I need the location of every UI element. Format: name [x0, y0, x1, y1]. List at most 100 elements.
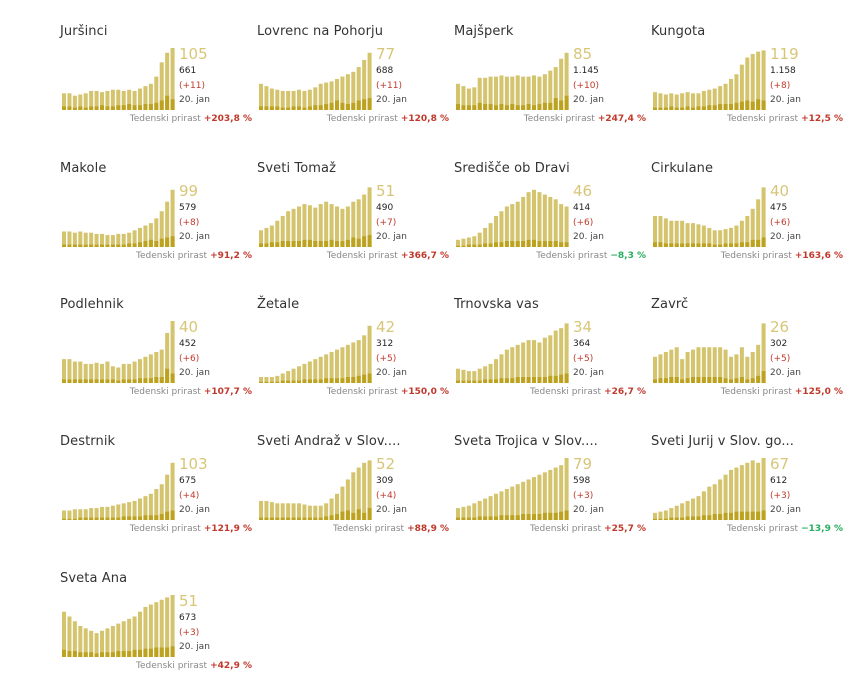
bar-weekly [259, 500, 264, 520]
bar-daily [553, 241, 558, 247]
bar-weekly [691, 223, 696, 247]
bar-daily [669, 377, 674, 383]
current-value: 40 [770, 182, 790, 200]
bar-daily [280, 107, 285, 110]
bar-weekly [504, 76, 509, 110]
bar-weekly [729, 469, 734, 520]
bar-daily [729, 243, 734, 247]
bar-daily [259, 106, 264, 110]
daily-delta: (+8) [770, 81, 791, 91]
bar-weekly [504, 489, 509, 520]
municipality-card: Makole 99 579 (+8) 20. jan Tedenski prirast +9… [60, 161, 256, 289]
weekly-growth-label: Tedenski prirast [129, 524, 201, 534]
municipality-card: Sveti Jurij v Slov. go... 67 612 (+3) 20. ja… [651, 434, 847, 562]
bar-weekly [313, 87, 318, 110]
municipality-card: Žetale 42 312 (+5) 20. jan Tedenski prirast +1… [257, 297, 453, 425]
bar-weekly [264, 377, 269, 383]
bar-weekly [351, 201, 356, 247]
bar-daily [559, 511, 564, 520]
bar-daily [286, 241, 291, 247]
bar-daily [515, 515, 520, 520]
bar-daily [729, 104, 734, 110]
bar-weekly [477, 232, 482, 247]
sparkline-bar-chart [259, 325, 372, 383]
weekly-growth: Tedenski prirast +121,9 % [130, 524, 252, 534]
bar-weekly [559, 58, 564, 110]
bar-daily [510, 241, 515, 247]
bar-daily [127, 104, 132, 110]
bar-weekly [362, 335, 367, 383]
bar-daily [297, 517, 302, 520]
municipality-title: Sveta Trojica v Slov.... [454, 434, 598, 449]
bar-weekly [658, 216, 663, 247]
bar-daily [750, 101, 755, 110]
weekly-growth-value: +125,0 % [794, 387, 843, 397]
bar-weekly [83, 93, 88, 110]
bar-daily [521, 377, 526, 383]
bar-weekly [653, 356, 658, 383]
bar-weekly [127, 618, 132, 657]
daily-delta: (+10) [573, 81, 600, 91]
bar-weekly [351, 71, 356, 110]
bar-weekly [132, 361, 137, 383]
bar-daily [707, 105, 712, 110]
sparkline-bar-chart [653, 323, 766, 383]
bar-weekly [159, 349, 164, 383]
bar-weekly [259, 230, 264, 247]
bar-daily [340, 378, 345, 383]
bar-daily [335, 378, 340, 383]
bar-daily [745, 242, 750, 247]
bar-weekly [302, 363, 307, 383]
bar-weekly [105, 90, 110, 110]
bar-weekly [739, 347, 744, 383]
sparkline-bar-chart [62, 462, 175, 520]
bar-daily [89, 652, 94, 657]
bar-weekly [170, 595, 175, 657]
bar-weekly [313, 505, 318, 520]
date-label: 20. jan [573, 368, 604, 378]
bar-weekly [335, 206, 340, 247]
bar-daily [685, 106, 690, 110]
bar-weekly [62, 231, 67, 247]
bar-weekly [94, 508, 99, 520]
total-value: 312 [376, 339, 394, 349]
bar-daily [691, 516, 696, 520]
bar-daily [324, 378, 329, 383]
bar-daily [472, 105, 477, 110]
weekly-growth: Tedenski prirast +125,0 % [721, 387, 843, 397]
bar-weekly [329, 81, 334, 110]
bar-daily [756, 375, 761, 383]
weekly-growth-label: Tedenski prirast [326, 251, 398, 261]
bar-weekly [67, 510, 72, 520]
municipality-card: Lovrenc na Pohorju 77 688 (+11) 20. jan Teden… [257, 24, 453, 152]
bar-weekly [307, 361, 312, 383]
bar-daily [154, 515, 159, 520]
bar-weekly [466, 371, 471, 383]
date-label: 20. jan [573, 505, 604, 515]
bar-daily [313, 105, 318, 110]
bar-weekly [494, 359, 499, 383]
bar-daily [548, 102, 553, 110]
bar-daily [159, 238, 164, 247]
bar-daily [532, 239, 537, 247]
bar-weekly [532, 477, 537, 520]
bar-weekly [313, 359, 318, 383]
bar-daily [712, 244, 717, 247]
bar-daily [456, 380, 461, 383]
bar-daily [685, 243, 690, 247]
bar-daily [335, 514, 340, 520]
bar-daily [302, 107, 307, 110]
bar-daily [110, 106, 115, 110]
bar-daily [78, 517, 83, 520]
bar-weekly [653, 216, 658, 247]
bar-weekly [78, 509, 83, 520]
bar-daily [159, 100, 164, 110]
bar-daily [685, 378, 690, 383]
bar-daily [89, 379, 94, 383]
bar-weekly [499, 354, 504, 383]
bar-weekly [143, 496, 148, 520]
bar-weekly [154, 352, 159, 383]
weekly-growth-value: +121,9 % [203, 524, 252, 534]
bar-weekly [62, 510, 67, 520]
bar-daily [653, 518, 658, 520]
